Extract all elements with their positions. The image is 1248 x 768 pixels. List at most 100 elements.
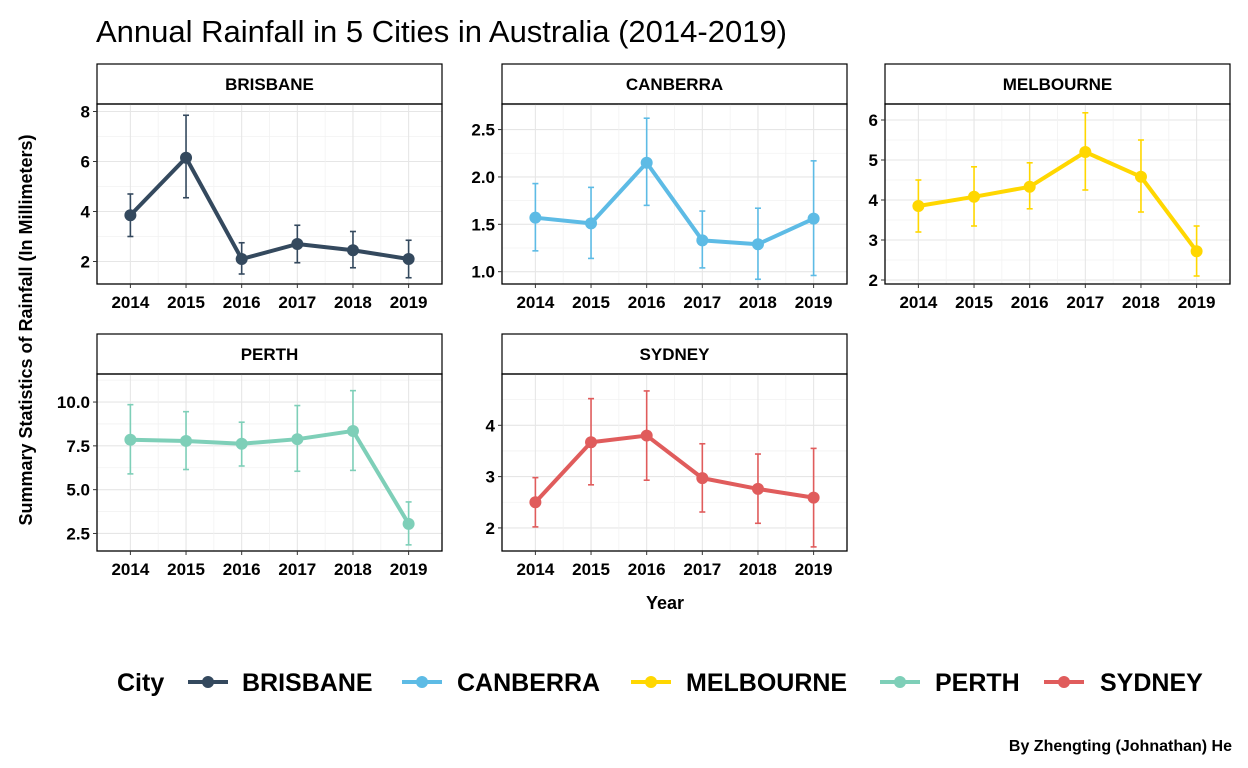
y-tick-label: 1.0 [471,263,495,282]
x-tick-label: 2016 [223,560,261,579]
strip-label-brisbane: BRISBANE [225,75,314,94]
x-tick-label: 2018 [739,293,777,312]
data-point [585,217,598,230]
x-tick-label: 2016 [1011,293,1049,312]
legend-key-point [202,676,214,688]
data-point [585,436,598,449]
x-tick-label: 2015 [572,293,610,312]
legend: City BRISBANE CANBERRA MELBOURNE PERTH SYDNEY [117,669,1203,697]
x-tick-label: 2019 [795,560,833,579]
series-line-melbourne [916,150,1199,254]
x-tick-label: 2017 [683,293,721,312]
y-tick-label: 2 [486,519,495,538]
y-tick-label: 2 [869,271,878,290]
x-tick-label: 2018 [334,293,372,312]
strip-label-perth: PERTH [241,345,299,364]
legend-item-melbourne: MELBOURNE [631,669,847,697]
x-tick-label: 2014 [516,293,554,312]
y-tick-label: 2.0 [471,168,495,187]
legend-label: BRISBANE [242,669,373,697]
y-tick-label: 4 [81,203,91,222]
data-point [968,190,981,203]
data-point [751,482,764,495]
x-tick-label: 2017 [683,560,721,579]
y-tick-label: 6 [869,111,878,130]
series-line-brisbane [128,155,411,261]
grid-perth [97,374,442,551]
strip-brisbane [96,63,443,105]
grid-melbourne [885,104,1230,284]
data-point [180,434,193,447]
panel-border-canberra [501,103,848,285]
y-tick-label: 4 [486,416,496,435]
panel-brisbane: BRISBANE 2 4 6 8 2014 2015 2016 2017 2018 2019 [81,63,443,312]
x-tick-label: 2018 [1122,293,1160,312]
series-line-canberra [533,160,816,247]
data-point [180,151,193,164]
grid-sydney [502,374,847,551]
data-point [1134,170,1147,183]
legend-key-point [1058,676,1070,688]
data-point [529,496,542,509]
panel-sydney: SYDNEY 2 3 4 2014 2015 2016 2017 2018 2019 [486,333,848,579]
x-tick-label: 2017 [1066,293,1104,312]
y-tick-label: 6 [81,153,90,172]
x-axis-title: Year [646,593,684,613]
series-line-sydney [533,433,816,505]
data-point [291,238,304,250]
strip-canberra [501,63,848,105]
data-point [640,429,653,442]
panel-perth: PERTH 2.5 5.0 7.5 10.0 2014 2015 2016 2017 2018 20… [57,333,443,579]
x-tick-label: 2015 [955,293,993,312]
legend-label: MELBOURNE [686,669,847,697]
y-tick-label: 2 [81,253,90,272]
panel-border-melbourne [884,103,1231,285]
x-tick-label: 2018 [739,560,777,579]
legend-item-canberra: CANBERRA [402,669,600,697]
legend-label: CANBERRA [457,669,600,697]
data-point [696,234,709,247]
data-point [696,472,709,485]
strip-label-melbourne: MELBOURNE [1003,75,1113,94]
x-tick-label: 2019 [390,293,428,312]
data-point [346,244,359,257]
panel-melbourne: MELBOURNE 2 3 4 5 6 2014 2015 2016 2017 2018 2019 [869,63,1231,312]
grid-canberra [502,104,847,284]
data-point [640,156,653,169]
data-point [346,424,359,437]
x-tick-label: 2019 [390,560,428,579]
data-point [807,491,820,504]
y-tick-label: 10.0 [57,393,90,412]
x-tick-label: 2018 [334,560,372,579]
legend-label: PERTH [935,669,1020,697]
x-tick-label: 2019 [1178,293,1216,312]
y-tick-label: 8 [81,103,90,122]
data-point [124,209,137,222]
y-tick-label: 3 [486,468,495,487]
data-point [1190,245,1203,258]
y-tick-label: 7.5 [66,437,90,456]
x-tick-label: 2014 [899,293,937,312]
legend-label: SYDNEY [1100,669,1203,697]
data-point [912,200,925,212]
legend-title: City [117,669,164,697]
strip-sydney [501,333,848,375]
data-point [751,238,764,251]
x-tick-label: 2016 [628,293,666,312]
panel-border-brisbane [96,103,443,285]
x-tick-label: 2016 [628,560,666,579]
data-point [291,433,304,446]
y-tick-label: 5 [869,151,878,170]
panel-border-sydney [501,373,848,552]
data-point [1079,146,1092,158]
strip-perth [96,333,443,375]
y-tick-label: 5.0 [66,481,90,500]
x-tick-label: 2017 [278,560,316,579]
legend-item-perth: PERTH [880,669,1020,697]
legend-key-point [645,676,657,688]
legend-key-point [416,676,428,688]
strip-melbourne [884,63,1231,105]
x-tick-label: 2015 [167,293,205,312]
